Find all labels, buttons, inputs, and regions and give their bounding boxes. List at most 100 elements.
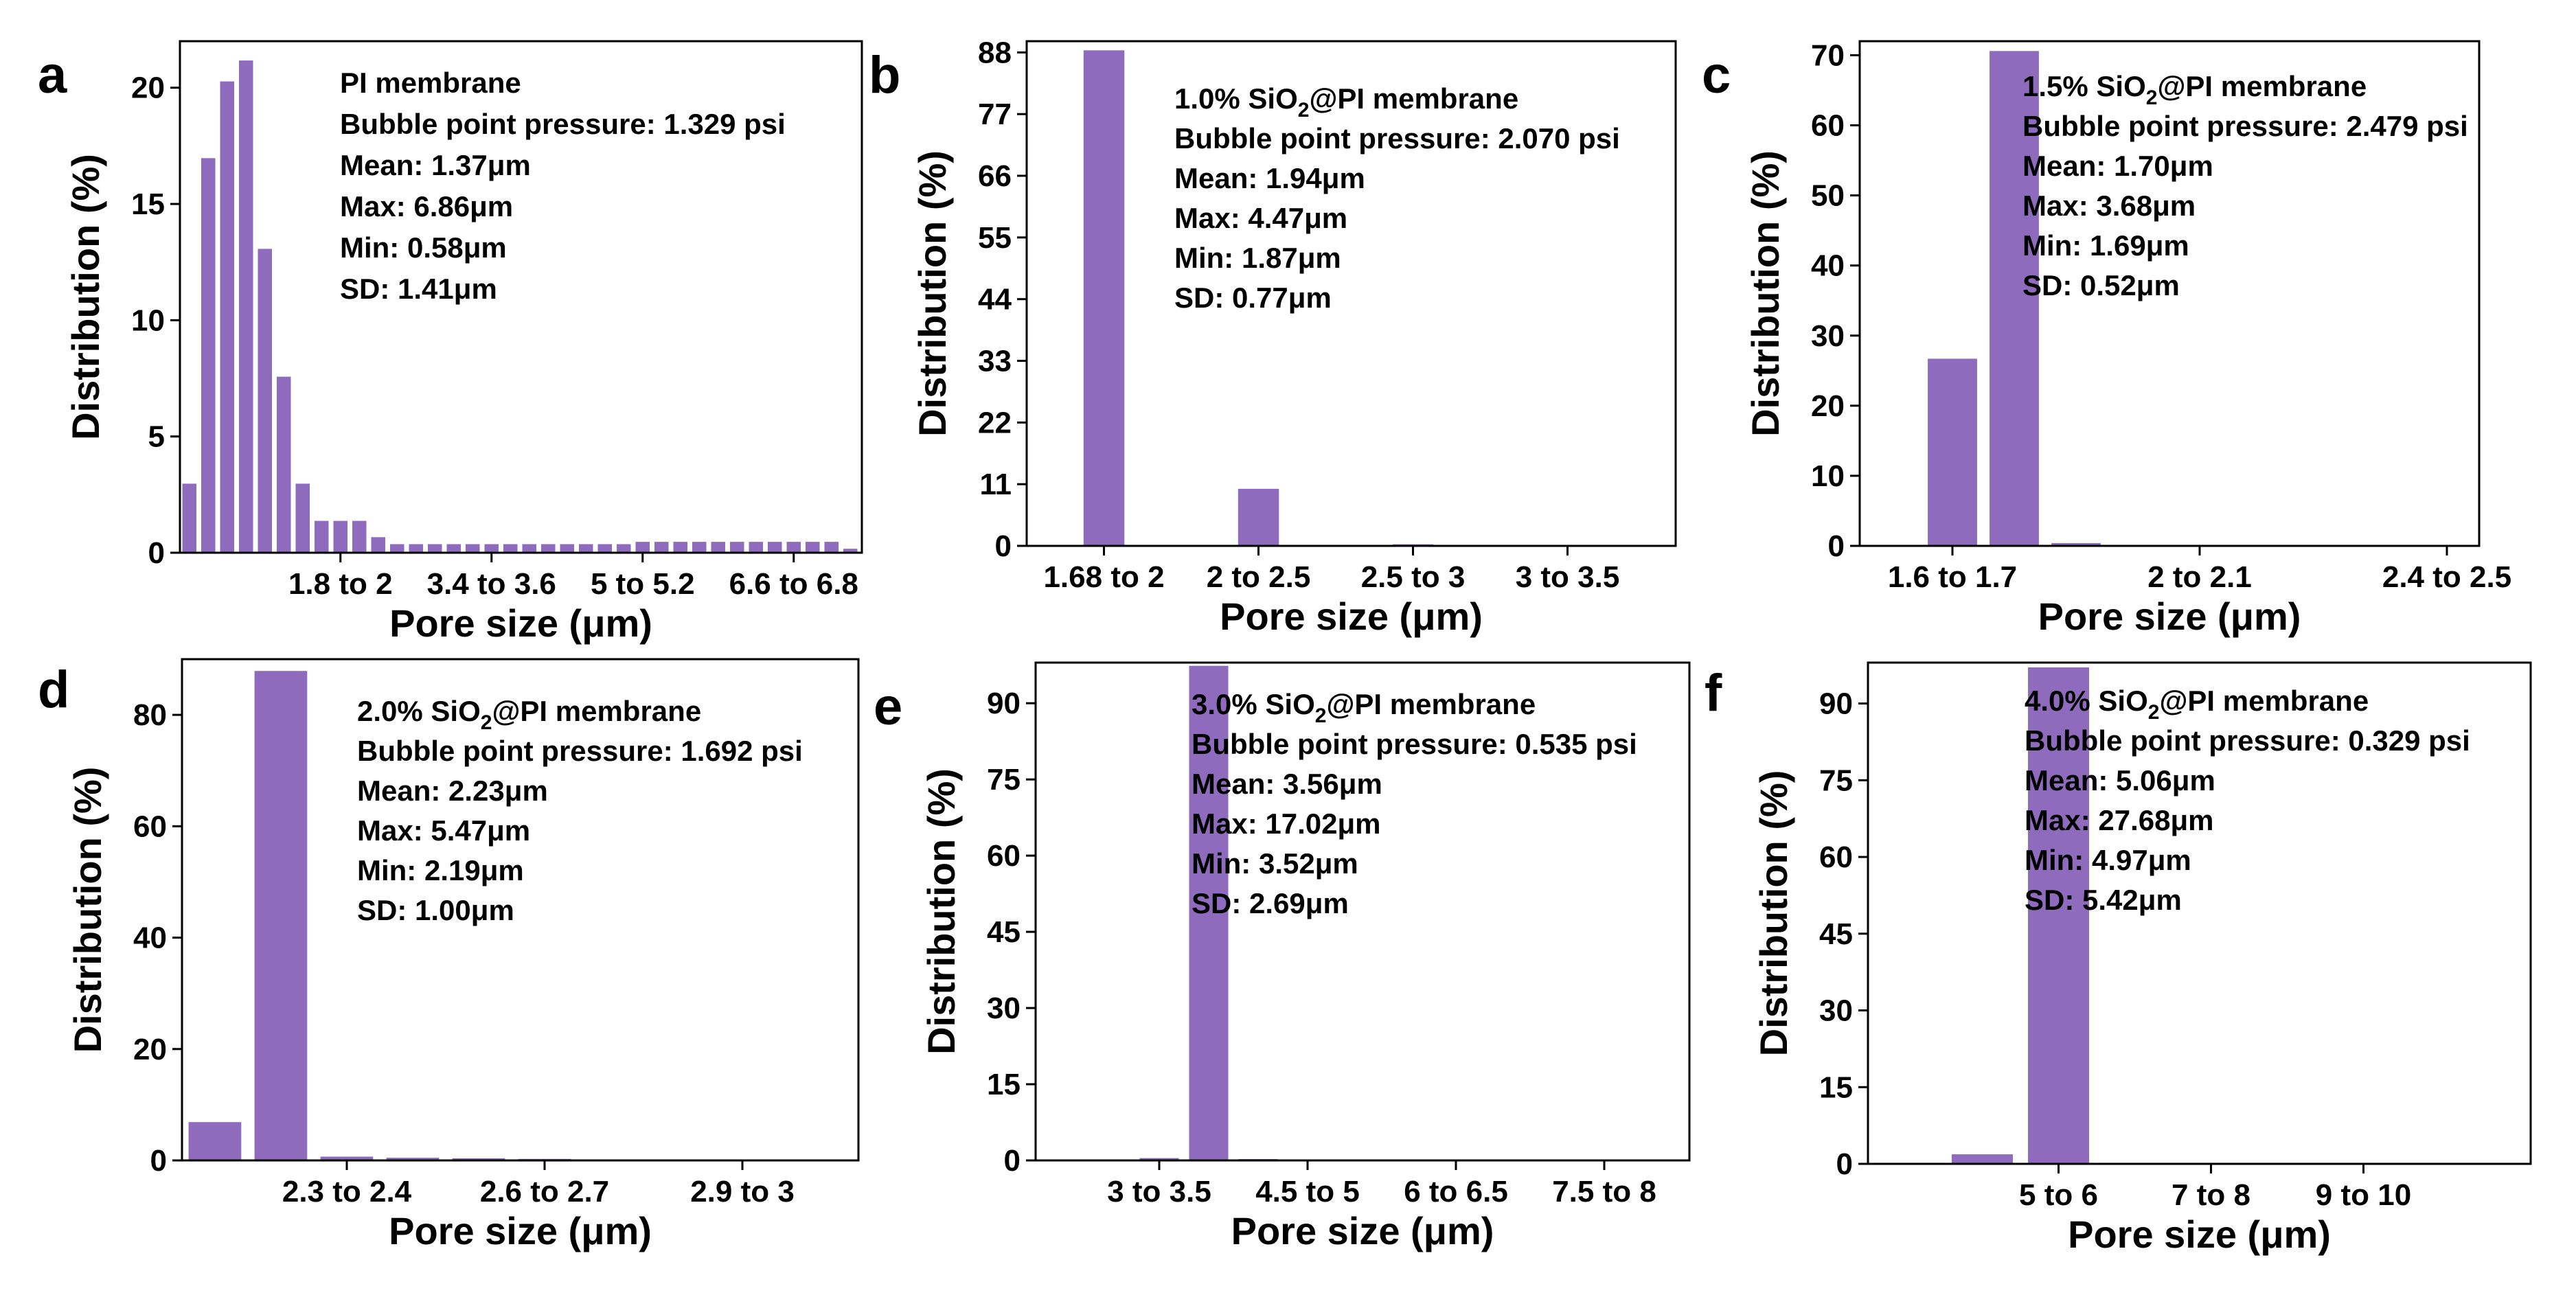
annotation-part: @PI membrane <box>1309 82 1518 115</box>
x-tick-label: 3 to 3.5 <box>1107 1175 1211 1208</box>
annotation-line: Max: 27.68μm <box>2025 804 2214 836</box>
annotation-part: 4.0% SiO <box>2025 685 2148 717</box>
y-axis-label: Distribution (%) <box>1744 150 1787 437</box>
x-tick-label: 4.5 to 5 <box>1255 1175 1360 1208</box>
annotation-line: Max: 5.47μm <box>357 814 530 847</box>
y-tick-label: 33 <box>978 345 1012 378</box>
bar <box>672 540 689 553</box>
annotation-line: Mean: 1.70μm <box>2022 150 2213 182</box>
y-axis-label: Distribution (%) <box>911 150 954 437</box>
bar <box>253 669 309 1161</box>
bar <box>691 540 708 553</box>
y-tick-label: 60 <box>133 810 167 843</box>
bar <box>1950 1153 2014 1165</box>
annotation-line: Max: 3.68μm <box>2022 190 2196 222</box>
x-tick-label: 9 to 10 <box>2316 1178 2411 1212</box>
y-tick-label: 20 <box>131 71 165 105</box>
chart-panel-e: 0 15 30 45 60 75 90 3 to 3.5 4.5 to 5 6 to 6.5 7.5… <box>874 661 1691 1252</box>
annotation-line: SD: 0.77μm <box>1174 282 1332 314</box>
bar <box>256 247 273 553</box>
annotation-subscript: 2 <box>481 711 492 734</box>
bar <box>294 482 311 554</box>
bar <box>1926 357 1979 547</box>
y-tick-label: 0 <box>150 1144 167 1178</box>
bar <box>181 482 198 554</box>
x-tick-label: 3 to 3.5 <box>1516 560 1620 594</box>
y-tick-label: 20 <box>1811 389 1845 423</box>
annotation-line: SD: 2.69μm <box>1192 887 1349 919</box>
annotation-line: 1.0% SiO2@PI membrane <box>1174 82 1518 122</box>
plot-frame <box>1025 40 1677 547</box>
annotation-line: Min: 2.19μm <box>357 854 524 886</box>
annotation-line: Bubble point pressure: 2.479 psi <box>2022 110 2468 142</box>
annotation-line: Mean: 5.06μm <box>2025 764 2215 797</box>
annotation-part: @PI membrane <box>1326 688 1536 720</box>
y-tick-label: 88 <box>978 36 1012 69</box>
bar <box>709 540 727 553</box>
x-tick-label: 2.9 to 3 <box>690 1175 795 1208</box>
panel-letter: c <box>1702 46 1731 104</box>
annotation-line: 3.0% SiO2@PI membrane <box>1192 688 1536 727</box>
y-axis-label: Distribution (%) <box>66 767 109 1053</box>
y-tick-label: 11 <box>979 468 1012 501</box>
y-tick-label: 0 <box>995 529 1012 563</box>
annotation-line: SD: 1.41μm <box>340 273 497 305</box>
x-axis-label: Pore size (μm) <box>389 601 652 645</box>
annotation-part: @PI membrane <box>2157 70 2367 102</box>
annotation-line: SD: 0.52μm <box>2022 269 2180 301</box>
bar <box>558 542 575 553</box>
x-tick-label: 3.4 to 3.6 <box>427 567 556 601</box>
annotation-part: 1.5% SiO <box>2022 70 2146 102</box>
y-tick-label: 15 <box>1819 1070 1853 1104</box>
bar <box>313 519 330 553</box>
y-tick-label: 0 <box>1004 1144 1021 1178</box>
annotation-part: @PI membrane <box>492 695 701 727</box>
y-axis-label: Distribution (%) <box>920 768 963 1055</box>
annotation-line: Bubble point pressure: 0.535 psi <box>1192 728 1637 760</box>
x-tick-label: 6 to 6.5 <box>1404 1175 1508 1208</box>
x-axis-label: Pore size (μm) <box>1220 595 1483 638</box>
x-axis-label: Pore size (μm) <box>2068 1213 2331 1256</box>
bar <box>389 542 406 553</box>
annotation-line: Bubble point pressure: 2.070 psi <box>1174 122 1620 154</box>
annotation-part: 1.0% SiO <box>1174 82 1298 115</box>
bar <box>351 519 368 553</box>
plot-frame <box>1034 661 1691 1162</box>
annotation-line: Min: 1.69μm <box>2022 229 2189 262</box>
bar <box>747 540 764 553</box>
bar <box>578 542 595 553</box>
annotation-line: 4.0% SiO2@PI membrane <box>2025 685 2369 724</box>
bar <box>275 375 293 553</box>
annotation-line: Max: 4.47μm <box>1174 202 1347 234</box>
x-tick-label: 2 to 2.1 <box>2147 560 2252 594</box>
panel-letter: e <box>874 678 902 736</box>
y-tick-label: 15 <box>131 187 165 221</box>
y-tick-label: 90 <box>987 687 1021 720</box>
x-tick-label: 2 to 2.5 <box>1207 560 1311 594</box>
bar <box>596 542 613 553</box>
y-tick-label: 45 <box>1819 917 1853 951</box>
bar <box>332 519 349 553</box>
bar <box>407 542 424 553</box>
y-tick-label: 30 <box>1819 994 1853 1028</box>
panel-letter: a <box>38 46 67 104</box>
annotation-subscript: 2 <box>2146 87 2158 109</box>
annotation-line: Min: 0.58μm <box>340 231 507 264</box>
bar <box>766 540 784 553</box>
annotation-line: Mean: 1.94μm <box>1174 162 1365 194</box>
annotation-part: 3.0% SiO <box>1192 688 1315 720</box>
bar <box>218 80 236 554</box>
x-tick-label: 7.5 to 8 <box>1552 1175 1656 1208</box>
y-tick-label: 45 <box>987 915 1021 949</box>
panel-letter: d <box>38 661 69 719</box>
bar <box>785 540 802 553</box>
y-tick-label: 44 <box>978 283 1012 317</box>
bar <box>729 540 746 553</box>
y-tick-label: 5 <box>148 420 165 454</box>
y-tick-label: 10 <box>1811 459 1845 493</box>
x-tick-label: 1.6 to 1.7 <box>1888 560 2017 594</box>
bar <box>426 542 444 553</box>
annotation-line: SD: 1.00μm <box>357 894 514 926</box>
